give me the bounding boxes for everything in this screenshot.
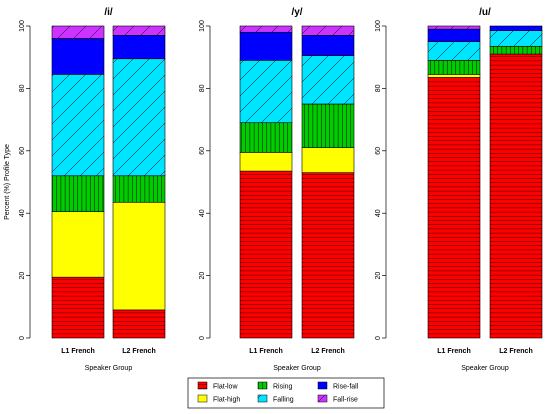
bar-l2-french — [489, 25, 543, 339]
segment-rising-hatch — [240, 122, 292, 153]
bar-l2-french — [301, 25, 355, 339]
segment-flat-high — [112, 201, 166, 311]
y-tick-label: 60 — [199, 147, 206, 155]
x-category-label: L2 French — [499, 348, 532, 355]
legend-swatch-hatch — [318, 395, 327, 402]
x-axis-label: Speaker Group — [461, 365, 509, 372]
panel-i: /i/0 20 40 60 80 100 L1 French L2 French Speaker… — [19, 7, 166, 372]
legend-item-rise-fall: Rise-fall — [317, 381, 359, 391]
segment-rise-fall — [239, 31, 293, 61]
segment-fall-rise-hatch — [113, 26, 165, 36]
segment-flat-low-hatch — [428, 77, 480, 338]
legend-item-flat-low: Flat-low — [197, 381, 238, 391]
panels: /i/0 20 40 60 80 100 L1 French L2 French Speaker… — [19, 7, 543, 372]
segment-flat-low-hatch — [490, 54, 542, 339]
segment-fall-rise-hatch — [240, 26, 292, 33]
y-tick-label: 100 — [19, 20, 26, 32]
legend-label: Flat-low — [213, 384, 238, 391]
segment-rising-hatch — [113, 175, 165, 203]
segment-falling-hatch — [428, 41, 480, 61]
y-tick-label: 100 — [375, 20, 382, 32]
segment-rise-fall — [51, 38, 105, 75]
x-axis-label: Speaker Group — [273, 365, 321, 372]
y-tick-label: 0 — [19, 336, 26, 340]
segment-fall-rise-hatch — [52, 26, 104, 39]
segment-rising-hatch — [52, 175, 104, 212]
segment-falling-hatch — [490, 30, 542, 47]
y-axis-label: Percent (%) Profile Type — [4, 144, 11, 220]
legend-swatch-hatch — [198, 382, 207, 389]
segment-flat-high — [427, 74, 481, 78]
y-tick-label: 40 — [19, 209, 26, 217]
y-tick-label: 40 — [199, 209, 206, 217]
segment-flat-high — [51, 211, 105, 278]
legend: Flat-low Flat-high Rising Falling Rise-fall F… — [187, 377, 385, 409]
x-category-label: L1 French — [61, 348, 94, 355]
bar-l1-french — [427, 25, 481, 339]
panel-y: /y/0 20 40 60 80 100 L1 French L2 French Speaker… — [199, 7, 355, 372]
bar-l1-french — [51, 25, 105, 339]
segment-flat-high — [239, 152, 293, 172]
x-category-label: L1 French — [249, 348, 282, 355]
y-tick-label: 100 — [199, 20, 206, 32]
y-tick-label: 40 — [375, 209, 382, 217]
legend-item-rising: Rising — [257, 381, 293, 391]
segment-falling-hatch — [113, 58, 165, 176]
y-tick-label: 20 — [375, 272, 382, 280]
bar-l2-french — [112, 25, 166, 339]
legend-swatch — [197, 394, 208, 403]
panel-title: /y/ — [291, 7, 302, 18]
y-tick-label: 0 — [199, 336, 206, 340]
segment-fall-rise-hatch — [428, 26, 480, 30]
segment-flat-low-hatch — [113, 309, 165, 338]
bar-l1-french — [239, 25, 293, 339]
segment-flat-low-hatch — [52, 277, 104, 338]
x-axis-label: Speaker Group — [85, 365, 133, 372]
y-tick-label: 20 — [199, 272, 206, 280]
legend-item-flat-high: Flat-high — [197, 394, 240, 404]
segment-rise-fall — [301, 35, 355, 56]
segment-falling-hatch — [302, 55, 354, 104]
y-tick-label: 80 — [19, 84, 26, 92]
segment-flat-low-hatch — [240, 171, 292, 338]
segment-flat-low-hatch — [302, 172, 354, 338]
x-category-label: L1 French — [437, 348, 470, 355]
legend-label: Rising — [273, 384, 293, 391]
y-tick-label: 20 — [19, 272, 26, 280]
legend-label: Falling — [273, 397, 294, 404]
y-tick-label: 80 — [199, 84, 206, 92]
segment-rise-fall — [427, 28, 481, 42]
y-tick-label: 60 — [19, 147, 26, 155]
y-tick-label: 80 — [375, 84, 382, 92]
segment-rising-hatch — [490, 46, 542, 55]
panel-u: /u/0 20 40 60 80 100 L1 French L2 French Speaker… — [375, 7, 543, 372]
legend-item-fall-rise: Fall-rise — [317, 394, 358, 404]
legend-box — [187, 377, 385, 409]
segment-falling-hatch — [240, 60, 292, 123]
segment-falling-hatch — [52, 74, 104, 176]
legend-label: Rise-fall — [333, 384, 359, 391]
segment-flat-high — [301, 147, 355, 173]
legend-label: Flat-high — [213, 397, 240, 404]
segment-rising-hatch — [302, 104, 354, 148]
segment-rising-hatch — [428, 60, 480, 75]
legend-swatch-hatch — [258, 382, 267, 389]
segment-rise-fall — [489, 25, 543, 31]
segment-rise-fall — [112, 35, 166, 60]
panel-title: /i/ — [104, 7, 113, 18]
segment-fall-rise-hatch — [302, 26, 354, 36]
x-category-label: L2 French — [122, 348, 155, 355]
legend-label: Fall-rise — [333, 397, 358, 404]
x-category-label: L2 French — [311, 348, 344, 355]
panel-title: /u/ — [479, 7, 491, 18]
y-tick-label: 0 — [375, 336, 382, 340]
legend-swatch — [317, 381, 328, 390]
y-tick-label: 60 — [375, 147, 382, 155]
legend-swatch-hatch — [258, 395, 267, 402]
legend-item-falling: Falling — [257, 394, 294, 404]
